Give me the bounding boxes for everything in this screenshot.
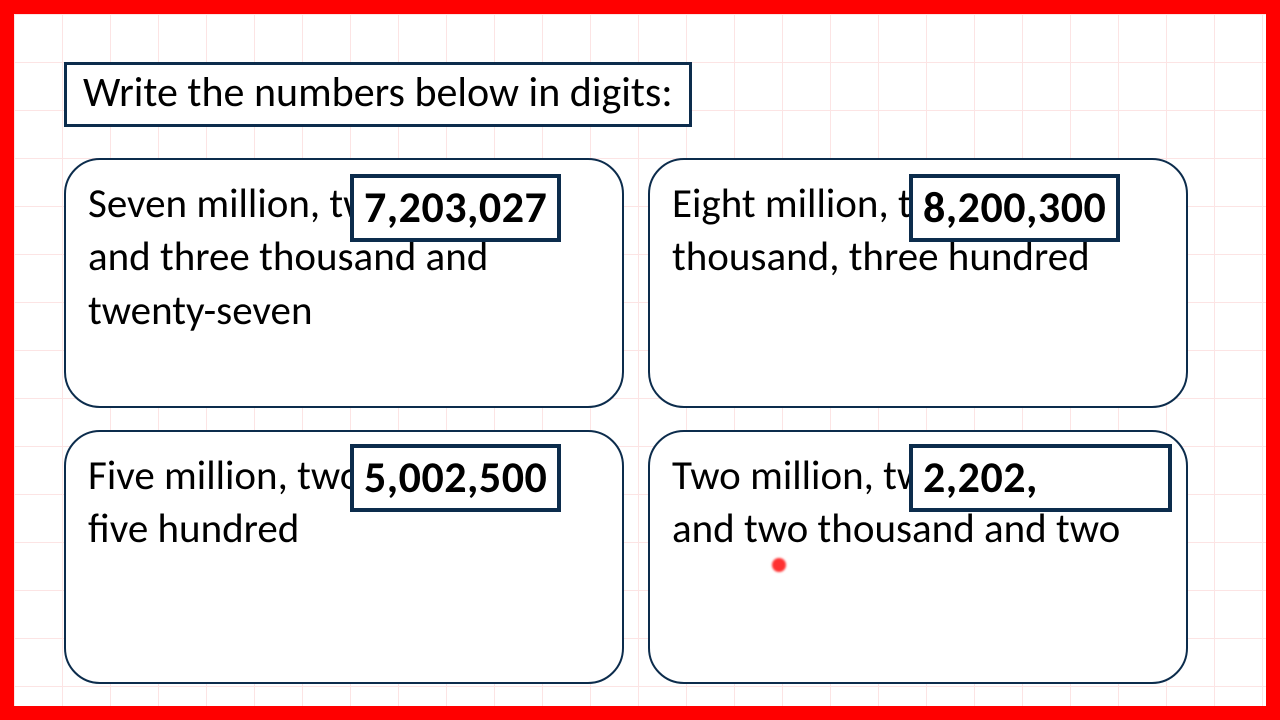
answer-box-3: 5,002,500 xyxy=(350,444,561,512)
answer-box-4: 2,202, xyxy=(909,444,1172,512)
worksheet-frame: Write the numbers below in digits: Seven… xyxy=(0,0,1280,720)
answer-box-1: 7,203,027 xyxy=(350,174,561,242)
instruction-title-box: Write the numbers below in digits: xyxy=(64,62,692,127)
instruction-title: Write the numbers below in digits: xyxy=(83,67,673,118)
laser-pointer-icon xyxy=(772,558,786,572)
answer-value-4: 2,202, xyxy=(923,450,1038,504)
answer-box-2: 8,200,300 xyxy=(909,174,1120,242)
answer-value-1: 7,203,027 xyxy=(364,180,547,234)
answer-value-3: 5,002,500 xyxy=(364,450,547,504)
answer-value-2: 8,200,300 xyxy=(923,180,1106,234)
